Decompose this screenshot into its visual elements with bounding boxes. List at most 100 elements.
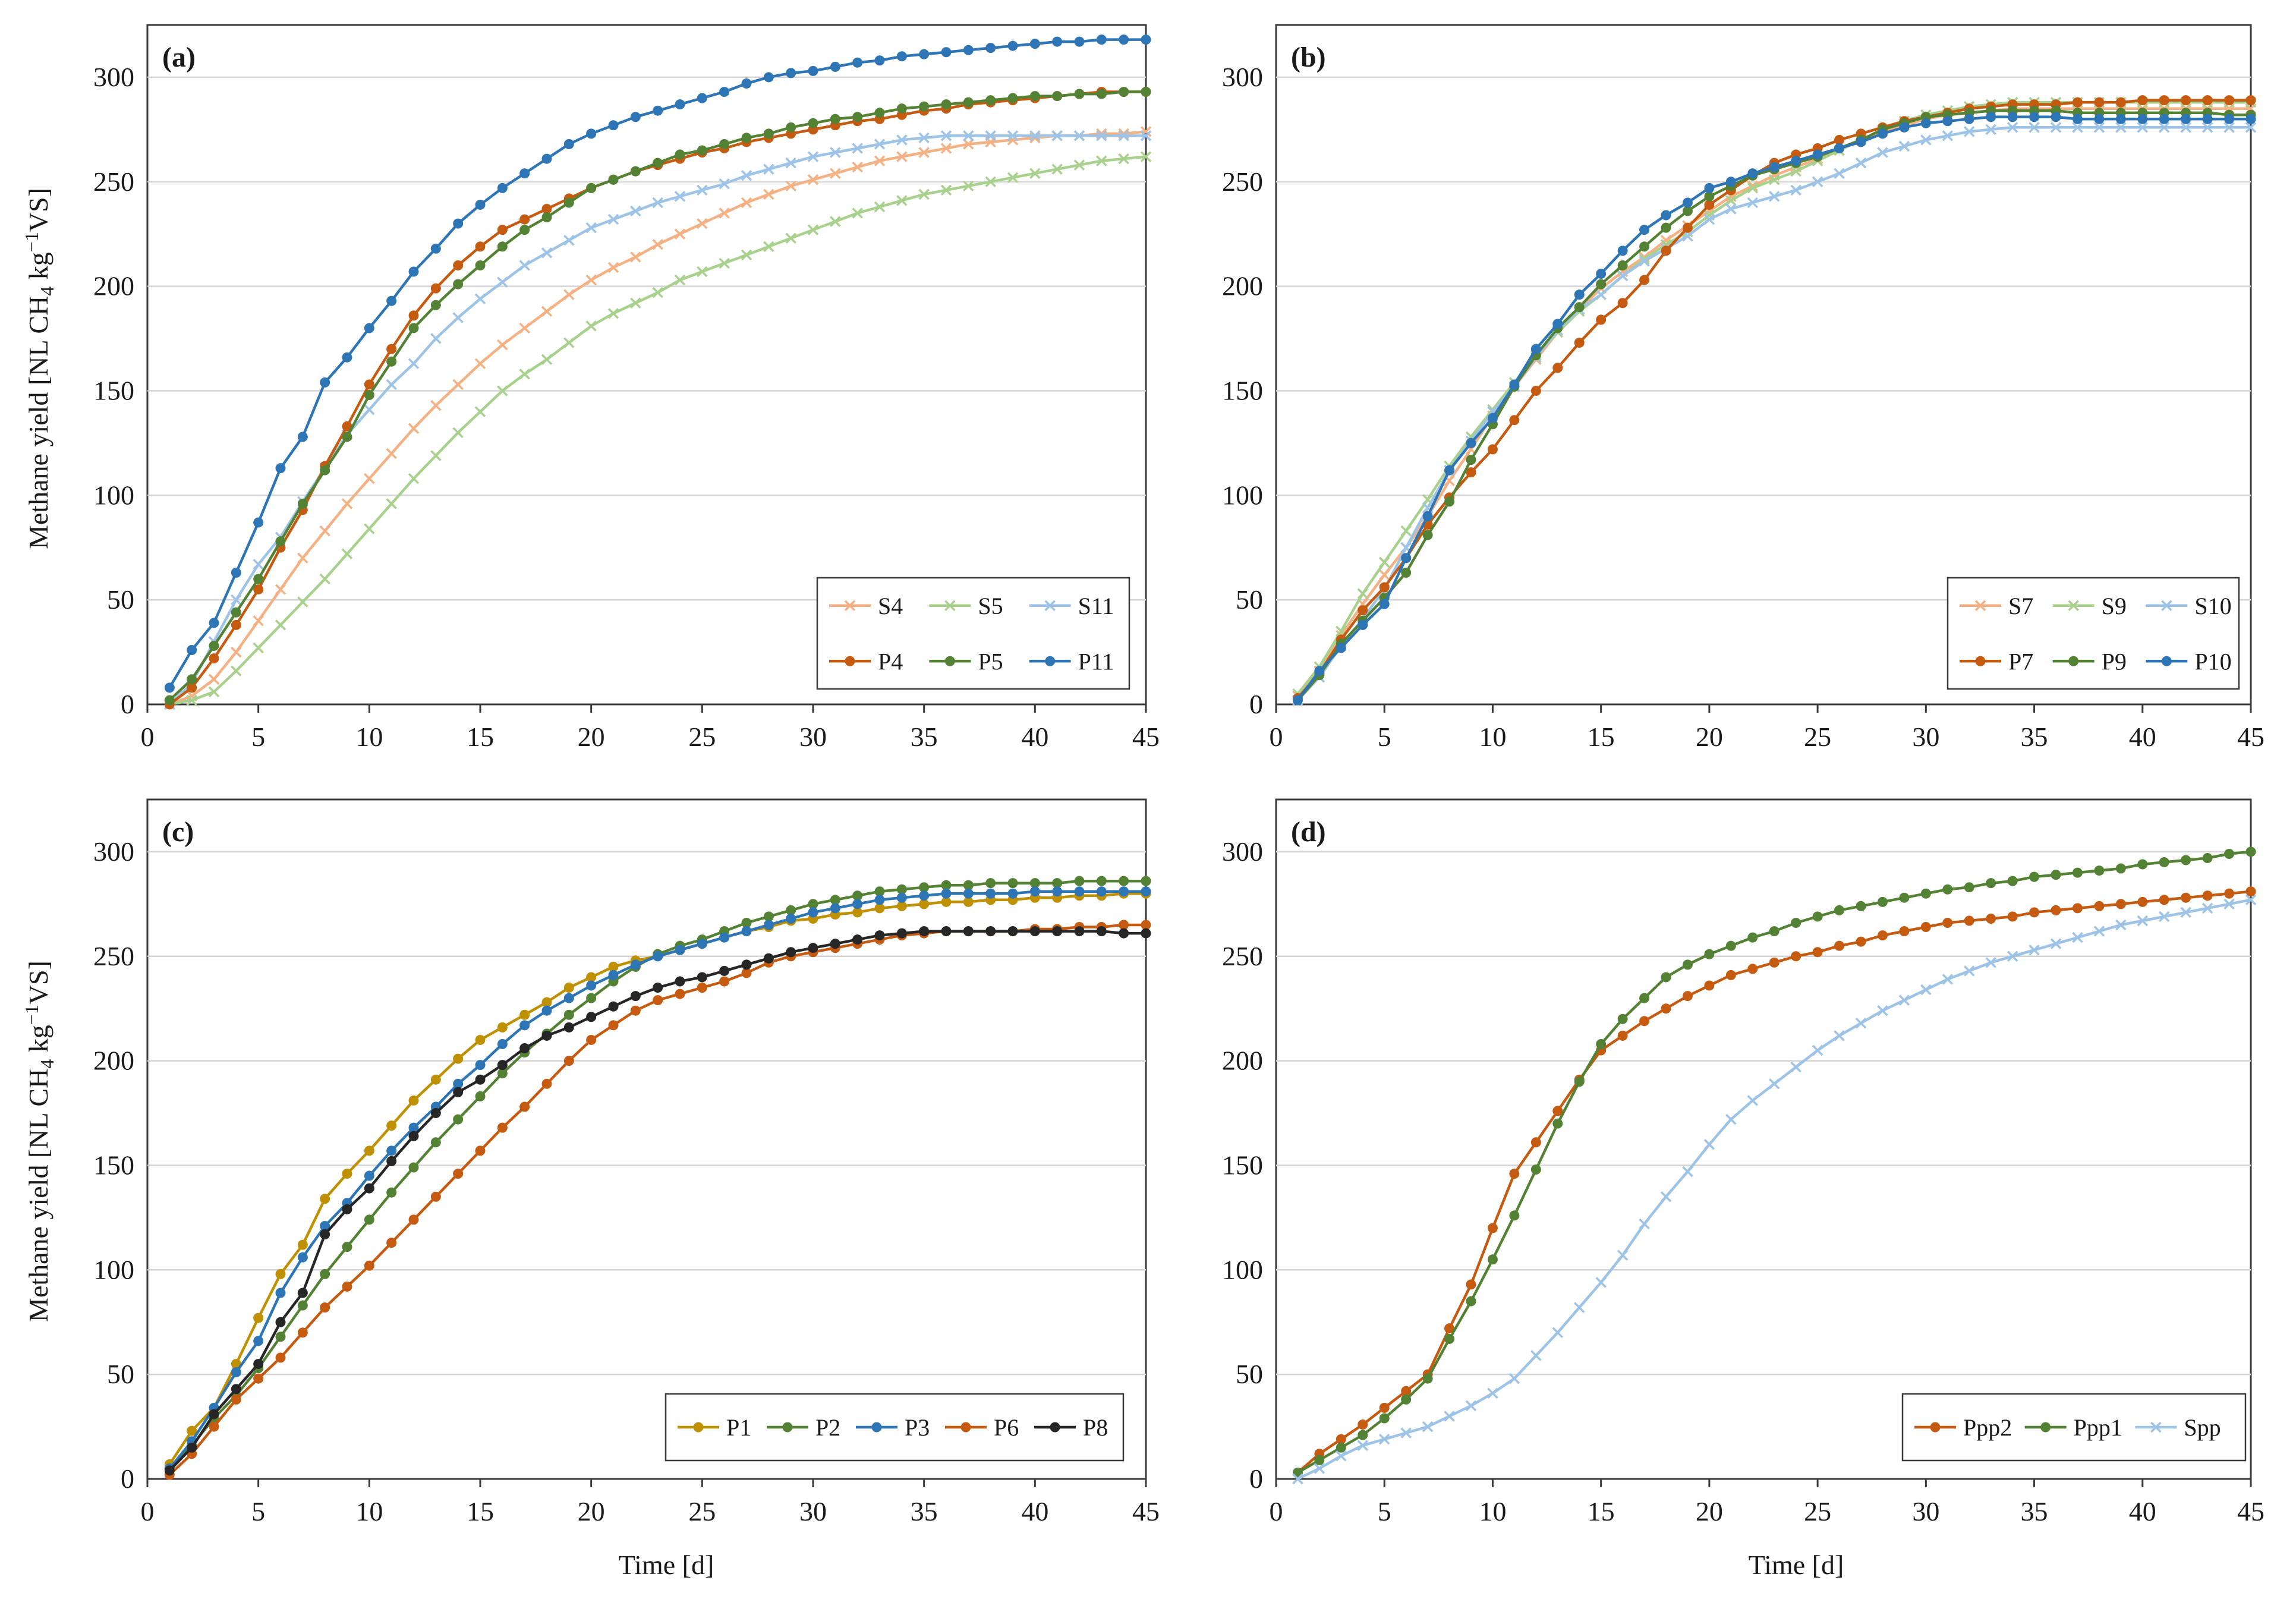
data-point	[408, 323, 419, 333]
data-point	[519, 369, 530, 380]
data-point	[1769, 162, 1780, 172]
data-point	[852, 112, 863, 122]
legend-label: P8	[1083, 1414, 1108, 1441]
data-point	[1051, 130, 1063, 141]
data-point	[940, 184, 952, 196]
data-point	[187, 682, 197, 693]
data-point	[1401, 1394, 1412, 1405]
data-point	[918, 147, 930, 158]
data-point	[320, 1269, 330, 1279]
data-point	[1595, 289, 1607, 300]
data-point	[896, 151, 908, 162]
data-point	[541, 153, 552, 164]
data-point	[808, 118, 818, 128]
data-point	[830, 939, 840, 949]
data-point	[1682, 197, 1693, 208]
data-point	[1292, 695, 1303, 706]
data-point	[1596, 1038, 1607, 1049]
data-point	[1052, 926, 1063, 937]
data-point	[1052, 36, 1063, 47]
data-point	[1007, 926, 1018, 937]
data-point	[808, 65, 818, 76]
data-point	[1617, 1030, 1628, 1041]
x-tick-label: 15	[467, 1496, 494, 1526]
data-point	[231, 567, 241, 578]
data-point	[874, 108, 885, 118]
data-point	[2029, 122, 2040, 133]
data-point	[1422, 1421, 1434, 1433]
x-tick-label: 45	[1132, 722, 1160, 752]
data-point	[297, 1239, 308, 1250]
data-point	[1466, 1296, 1476, 1307]
x-tick-label: 35	[911, 1496, 938, 1526]
data-point	[563, 1022, 574, 1033]
data-point	[297, 1288, 308, 1298]
data-point	[2115, 114, 2126, 124]
data-point	[630, 166, 641, 177]
x-tick-label: 10	[355, 722, 383, 752]
data-point	[1920, 888, 1931, 899]
data-point	[653, 158, 663, 168]
data-point	[607, 213, 619, 225]
series-P10	[1292, 112, 2256, 706]
data-point	[1401, 1386, 1412, 1396]
data-point	[1509, 1210, 1520, 1221]
data-point	[808, 899, 818, 909]
data-point	[874, 55, 885, 66]
data-point	[1942, 917, 1953, 928]
data-point	[1834, 168, 1845, 179]
x-tick-label: 15	[1588, 1496, 1615, 1526]
data-point	[852, 143, 863, 154]
data-point	[719, 87, 730, 97]
data-point	[453, 1053, 464, 1064]
y-tick-label: 0	[1249, 1463, 1263, 1494]
data-point	[1509, 415, 1520, 426]
legend-box	[1947, 577, 2240, 690]
data-point	[297, 1252, 308, 1263]
legend-label: P3	[905, 1414, 930, 1441]
legend-swatch-marker	[2040, 1422, 2051, 1433]
data-point	[675, 149, 685, 160]
x-tick-label: 0	[141, 1496, 155, 1526]
data-point	[1141, 928, 1151, 939]
data-point	[1029, 886, 1040, 897]
data-point	[741, 197, 752, 209]
data-point	[1358, 1419, 1368, 1430]
data-point	[2072, 903, 2083, 914]
data-point	[697, 983, 707, 993]
data-point	[2029, 907, 2040, 918]
data-point	[2050, 938, 2062, 949]
data-point	[430, 1137, 441, 1148]
data-point	[1920, 984, 1932, 996]
legend-swatch-marker	[1975, 656, 1986, 666]
data-point	[896, 103, 907, 114]
data-point	[1682, 991, 1693, 1002]
data-point	[607, 262, 619, 273]
data-point	[541, 212, 552, 223]
panel-label: (a)	[162, 42, 196, 73]
data-point	[430, 283, 441, 294]
series-Spp	[1292, 894, 2257, 1485]
legend-item-Spp: Spp	[2135, 1414, 2221, 1441]
data-point	[2245, 114, 2256, 124]
legend-item-P5: P5	[929, 648, 1003, 675]
data-point	[497, 182, 508, 193]
data-point	[608, 970, 619, 980]
data-point	[2137, 915, 2149, 927]
data-point	[896, 928, 907, 939]
data-point	[719, 139, 730, 149]
data-point	[697, 218, 708, 229]
data-point	[586, 993, 597, 1003]
data-point	[2181, 855, 2191, 865]
data-point	[985, 43, 996, 53]
data-point	[1400, 1427, 1412, 1439]
data-point	[1007, 172, 1019, 183]
legend-swatch-marker	[1974, 600, 1986, 611]
legend-label: P4	[878, 648, 903, 675]
x-tick-label: 40	[1021, 1496, 1048, 1526]
data-point	[2181, 892, 2191, 903]
data-point	[1898, 140, 1910, 152]
data-point	[519, 1020, 530, 1031]
chart-panel-4: 0 50 100 150 200 250 300 0 5 10 15 20 25 30 35 40 45 (d) P…	[1222, 798, 2264, 1526]
y-tick-label: 300	[1222, 836, 1263, 867]
